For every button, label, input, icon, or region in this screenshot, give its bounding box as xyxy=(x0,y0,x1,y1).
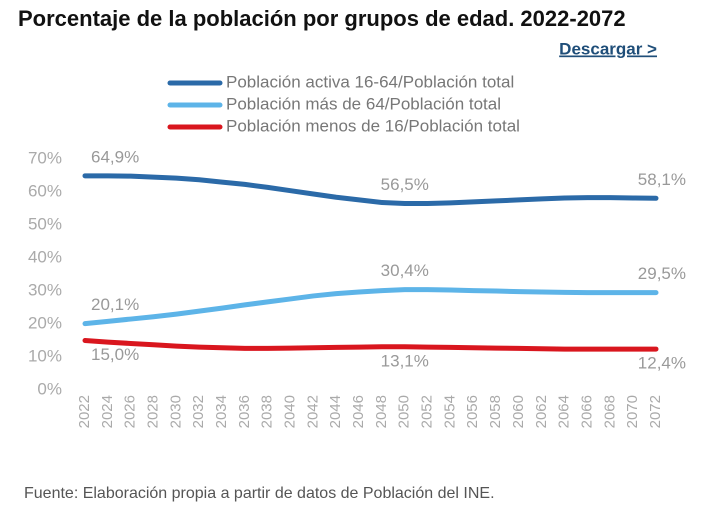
download-link[interactable]: Descargar > xyxy=(559,39,657,58)
x-tick-label: 2022 xyxy=(76,395,93,428)
y-tick-label: 30% xyxy=(28,280,62,299)
data-label: 29,5% xyxy=(638,264,686,283)
chart-title: Porcentaje de la población por grupos de… xyxy=(18,6,626,31)
y-tick-label: 0% xyxy=(37,379,62,398)
x-tick-label: 2068 xyxy=(601,395,618,428)
x-tick-label: 2066 xyxy=(578,395,595,428)
series-line xyxy=(82,287,659,327)
x-tick-label: 2060 xyxy=(510,395,527,428)
x-tick-label: 2032 xyxy=(190,395,207,428)
series-line xyxy=(82,338,659,352)
x-tick-label: 2062 xyxy=(533,395,550,428)
x-tick-label: 2028 xyxy=(144,395,161,428)
x-tick-label: 2026 xyxy=(122,395,139,428)
x-tick-label: 2072 xyxy=(647,395,664,428)
legend-label: Población más de 64/Población total xyxy=(226,94,501,113)
x-tick-label: 2046 xyxy=(350,395,367,428)
data-label: 30,4% xyxy=(381,261,429,280)
y-tick-label: 20% xyxy=(28,313,62,332)
x-tick-label: 2042 xyxy=(304,395,321,428)
x-tick-label: 2034 xyxy=(213,395,230,428)
y-tick-label: 40% xyxy=(28,247,62,266)
x-tick-label: 2064 xyxy=(556,395,573,428)
source-note: Fuente: Elaboración propia a partir de d… xyxy=(24,485,495,502)
x-tick-label: 2052 xyxy=(419,395,436,428)
data-label: 64,9% xyxy=(91,147,139,166)
legend-label: Población activa 16-64/Población total xyxy=(226,72,514,91)
x-tick-label: 2070 xyxy=(624,395,641,428)
data-label: 15,0% xyxy=(91,345,139,364)
data-label: 13,1% xyxy=(381,351,429,370)
x-tick-label: 2050 xyxy=(396,395,413,428)
x-tick-label: 2038 xyxy=(259,395,276,428)
data-label: 58,1% xyxy=(638,170,686,189)
data-label: 12,4% xyxy=(638,354,686,373)
x-tick-label: 2044 xyxy=(327,395,344,428)
x-tick-label: 2040 xyxy=(282,395,299,428)
x-tick-label: 2024 xyxy=(99,395,116,428)
y-tick-label: 70% xyxy=(28,148,62,167)
x-tick-label: 2056 xyxy=(464,395,481,428)
y-tick-label: 50% xyxy=(28,214,62,233)
x-tick-label: 2048 xyxy=(373,395,390,428)
x-tick-label: 2030 xyxy=(167,395,184,428)
legend-label: Población menos de 16/Población total xyxy=(226,116,520,135)
x-tick-label: 2054 xyxy=(441,395,458,428)
x-tick-label: 2036 xyxy=(236,395,253,428)
data-label: 20,1% xyxy=(91,295,139,314)
x-tick-label: 2058 xyxy=(487,395,504,428)
series-line xyxy=(82,173,659,207)
y-tick-label: 60% xyxy=(28,181,62,200)
y-tick-label: 10% xyxy=(28,346,62,365)
data-label: 56,5% xyxy=(381,175,429,194)
